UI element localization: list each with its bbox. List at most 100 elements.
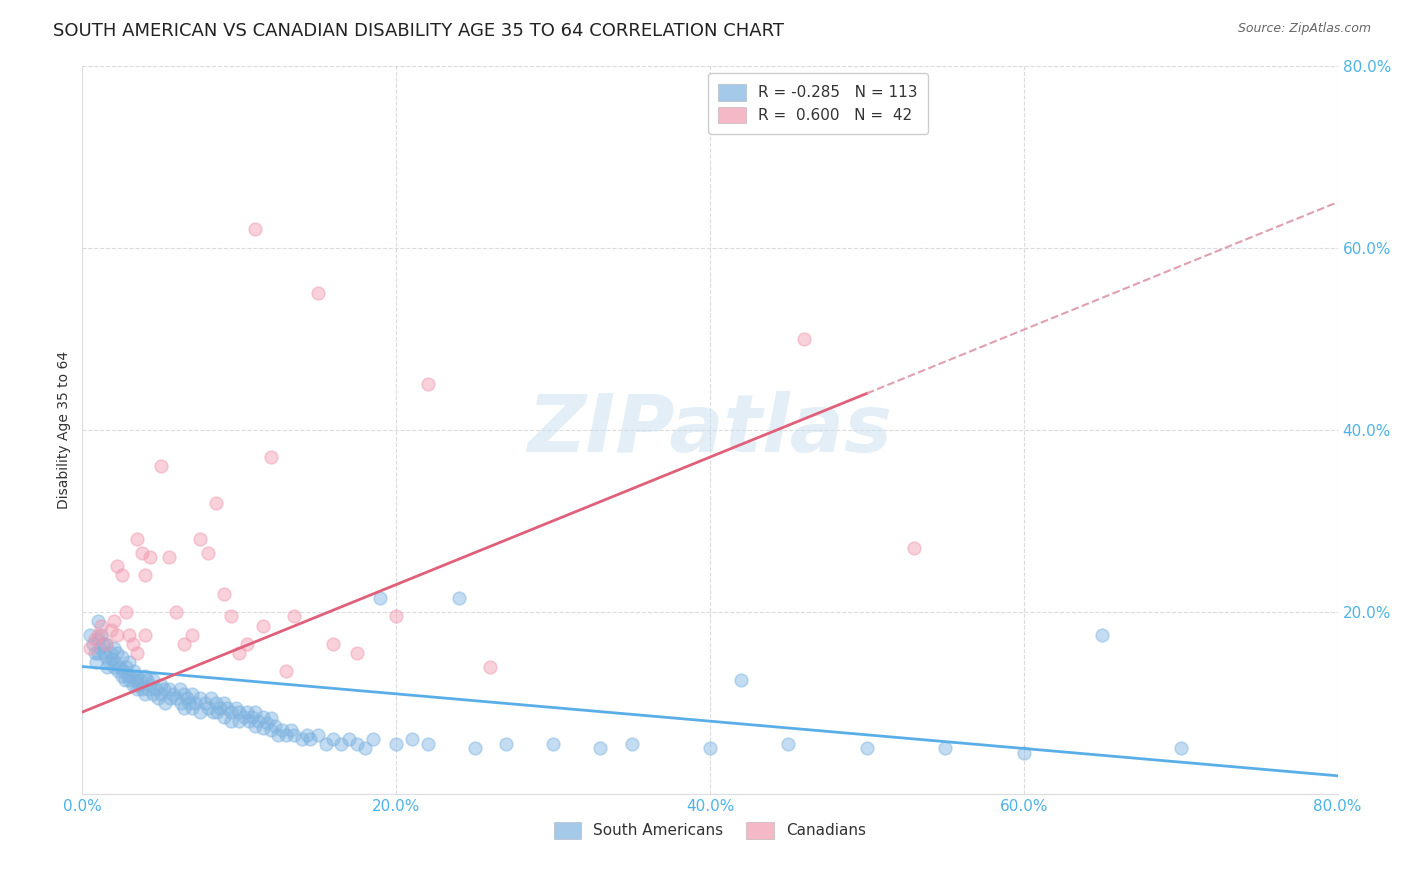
Point (105, 628, 128, 642)
Point (134, 628, 156, 642)
Point (110, 668, 132, 682)
Point (135, 673, 157, 688)
Point (90, 628, 112, 642)
Point (416, 377, 439, 392)
Point (87, 614, 110, 628)
Point (83, 632, 105, 647)
Point (134, 668, 156, 682)
Point (252, 618, 274, 632)
Point (159, 691, 181, 706)
Point (283, 728, 305, 742)
Point (162, 687, 184, 701)
Point (165, 691, 187, 706)
Point (699, 741, 721, 756)
Point (121, 678, 143, 692)
Point (142, 687, 165, 701)
Point (221, 714, 243, 728)
Point (236, 705, 259, 719)
Point (127, 668, 149, 682)
Point (173, 637, 195, 651)
Point (181, 687, 204, 701)
Point (146, 691, 169, 706)
Point (252, 722, 274, 736)
Point (212, 696, 235, 710)
Point (447, 591, 470, 606)
Point (197, 700, 219, 714)
Point (170, 696, 193, 710)
Point (122, 664, 145, 678)
Point (118, 673, 141, 688)
Point (346, 646, 368, 660)
Point (82, 637, 104, 651)
Point (107, 664, 129, 678)
Point (112, 664, 135, 678)
Point (361, 732, 384, 747)
Point (87, 628, 110, 642)
Point (934, 741, 956, 756)
Point (212, 587, 235, 601)
Point (225, 700, 247, 714)
Point (173, 700, 195, 714)
Point (177, 696, 200, 710)
Point (87, 646, 110, 660)
Point (87, 632, 110, 647)
Point (228, 705, 250, 719)
Point (131, 546, 153, 560)
Point (270, 723, 292, 738)
Point (108, 659, 131, 673)
Point (145, 682, 167, 697)
Point (94, 637, 117, 651)
Legend: South Americans, Canadians: South Americans, Canadians (547, 816, 872, 845)
Point (307, 728, 329, 742)
Point (212, 709, 235, 723)
Point (353, 741, 375, 756)
Point (730, 673, 752, 688)
Point (157, 682, 180, 697)
Point (276, 728, 298, 742)
Point (322, 732, 344, 747)
Point (232, 709, 254, 723)
Point (184, 696, 207, 710)
Point (181, 700, 204, 714)
Point (155, 696, 177, 710)
Point (194, 696, 217, 710)
Point (264, 719, 287, 733)
Point (541, 737, 564, 751)
Point (256, 716, 278, 731)
Point (115, 659, 138, 673)
Point (267, 728, 290, 742)
Point (118, 628, 141, 642)
Point (276, 664, 298, 678)
Point (139, 678, 162, 692)
Point (793, 332, 815, 346)
Point (280, 723, 302, 738)
Point (173, 687, 195, 701)
Point (243, 705, 266, 719)
Point (188, 532, 211, 546)
Point (169, 682, 191, 697)
Point (283, 609, 305, 624)
Point (91, 637, 114, 651)
Point (117, 668, 139, 682)
Point (124, 673, 146, 688)
Point (134, 568, 156, 582)
Point (856, 741, 879, 756)
Point (94, 637, 117, 651)
Point (104, 655, 127, 669)
Point (134, 687, 156, 701)
Point (127, 646, 149, 660)
Point (479, 659, 502, 673)
Point (121, 637, 143, 651)
Point (1091, 628, 1114, 642)
Point (322, 637, 344, 651)
Point (209, 700, 232, 714)
Text: Source: ZipAtlas.com: Source: ZipAtlas.com (1237, 22, 1371, 36)
Point (149, 459, 172, 474)
Point (114, 673, 136, 688)
Point (291, 732, 314, 747)
Point (204, 696, 226, 710)
Point (149, 678, 172, 692)
Point (100, 623, 122, 637)
Point (103, 614, 125, 628)
Point (228, 646, 250, 660)
